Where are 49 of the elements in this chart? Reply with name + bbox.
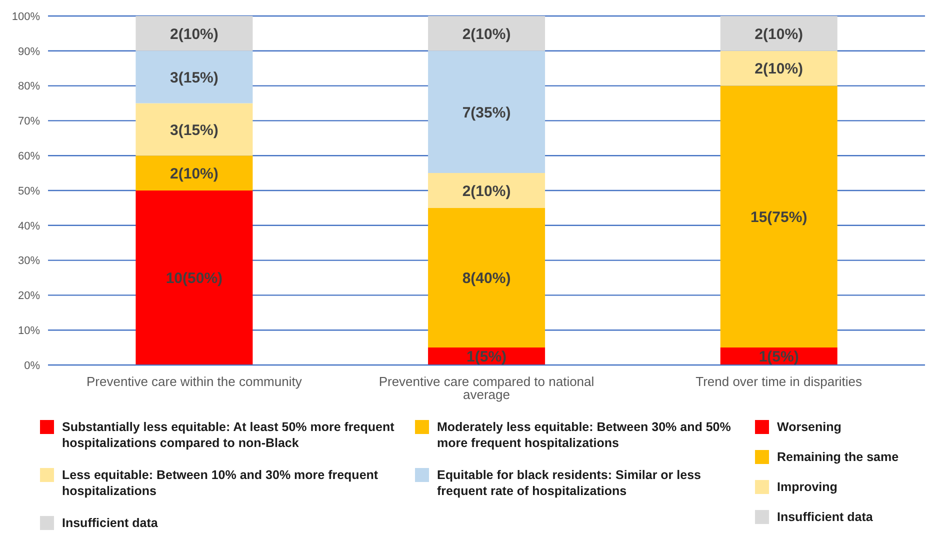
- y-tick-label: 30%: [18, 255, 40, 268]
- y-tick-label: 10%: [18, 325, 40, 338]
- x-tick-label: Trend over time in disparities: [696, 374, 863, 390]
- bar: [720, 50, 838, 86]
- data-label: 2(10%): [754, 26, 804, 43]
- legend-label: Insufficient data: [777, 509, 873, 525]
- x-tick-label: Preventive care within the community: [86, 374, 302, 390]
- data-label: 1(5%): [758, 348, 799, 366]
- bar: [720, 86, 838, 348]
- data-label: 2(10%): [462, 26, 511, 43]
- legend-label: Improving: [777, 479, 838, 495]
- y-tick-label: 60%: [18, 150, 40, 163]
- y-tick-label: 70%: [18, 116, 40, 128]
- data-label: 15(75%): [750, 209, 808, 226]
- legend-label: Substantially less equitable: At least 50% more frequent hospitalizations compared to non-Black: [62, 419, 396, 451]
- y-tick-label: 80%: [18, 80, 40, 93]
- legend-label: Worsening: [777, 419, 842, 435]
- bar: [136, 50, 253, 104]
- bar: [136, 156, 253, 190]
- y-tick-label: 20%: [18, 290, 40, 302]
- data-label: 1(5%): [466, 348, 507, 366]
- bar: [136, 190, 253, 365]
- data-label: 8(40%): [462, 270, 511, 288]
- legend-label: Equitable for black residents: Similar or less frequent rate of hospitalizations: [437, 467, 702, 499]
- bar: [720, 16, 838, 51]
- legend-label: Less equitable: Between 10% and 30% more frequent hospitalizations: [62, 467, 380, 499]
- bar: [136, 16, 253, 51]
- y-tick-label: 100%: [12, 10, 40, 23]
- y-tick-label: 90%: [18, 46, 40, 58]
- bar: [136, 103, 253, 156]
- y-tick-label: 40%: [18, 220, 40, 232]
- data-label: 3(15%): [170, 69, 218, 86]
- data-label: 2(10%): [462, 182, 511, 200]
- legend-label: Moderately less equitable: Between 30% and 50% more frequent hospitalizations: [437, 419, 732, 451]
- data-label: 2(10%): [170, 26, 218, 43]
- y-tick-label: 50%: [18, 185, 40, 198]
- legend-label: Remaining the same: [777, 449, 899, 465]
- bar: [428, 173, 546, 208]
- data-label: 3(15%): [170, 122, 218, 139]
- bar: [428, 16, 546, 51]
- data-label: 10(50%): [166, 270, 223, 288]
- x-tick-label: Preventive care compared to national average: [378, 374, 594, 402]
- data-label: 7(35%): [462, 104, 511, 122]
- y-tick-label: 0%: [24, 360, 40, 372]
- legend-label: Insufficient data: [62, 515, 158, 531]
- bar: [428, 50, 546, 174]
- bar: [428, 208, 546, 348]
- data-label: 2(10%): [170, 165, 218, 182]
- data-label: 2(10%): [754, 60, 804, 78]
